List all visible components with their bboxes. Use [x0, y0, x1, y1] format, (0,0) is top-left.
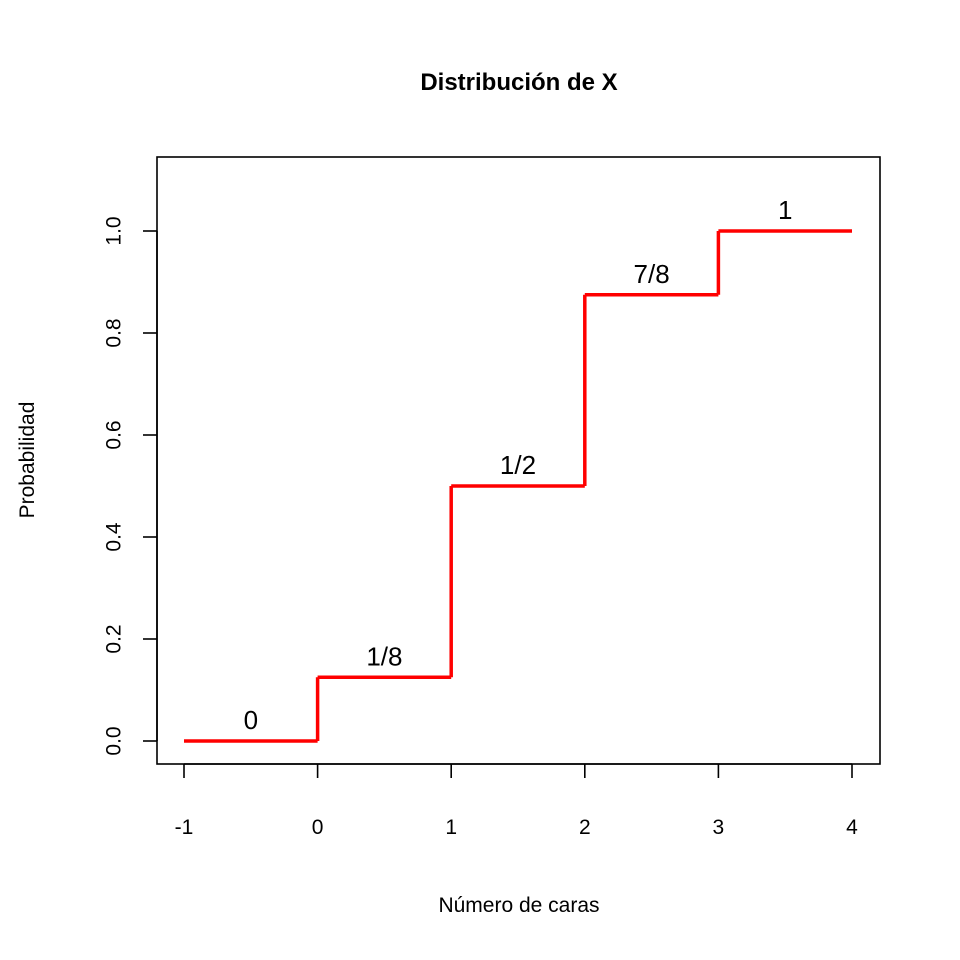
x-axis-label: Número de caras: [438, 894, 599, 917]
step-labels: 0 1/8 1/2 7/8 1: [244, 195, 793, 735]
x-tick-label: 0: [312, 816, 324, 839]
y-tick-label: 0.2: [102, 624, 125, 653]
chart-title: Distribución de X: [420, 69, 617, 96]
y-tick-label: 0.0: [102, 726, 125, 755]
x-tick-label: 1: [445, 816, 457, 839]
x-tick-label: 2: [579, 816, 591, 839]
y-tick-label: 0.6: [102, 420, 125, 449]
x-tick-label: 3: [713, 816, 725, 839]
step-label: 0: [244, 705, 258, 735]
step-label: 7/8: [634, 259, 670, 289]
x-tick-label: 4: [846, 816, 858, 839]
y-axis: 0.0 0.2 0.4 0.6 0.8 1.0: [102, 216, 158, 756]
step-label: 1/2: [500, 450, 536, 480]
x-tick-label: -1: [175, 816, 194, 839]
y-tick-label: 1.0: [102, 216, 125, 245]
step-label: 1: [778, 195, 792, 225]
y-tick-label: 0.4: [102, 522, 125, 552]
step-label: 1/8: [366, 641, 402, 671]
step-series: [184, 229, 852, 743]
y-axis-label: Probabilidad: [16, 402, 39, 519]
x-axis: -1 0 1 2 3 4: [175, 763, 858, 839]
y-tick-label: 0.8: [102, 318, 125, 347]
